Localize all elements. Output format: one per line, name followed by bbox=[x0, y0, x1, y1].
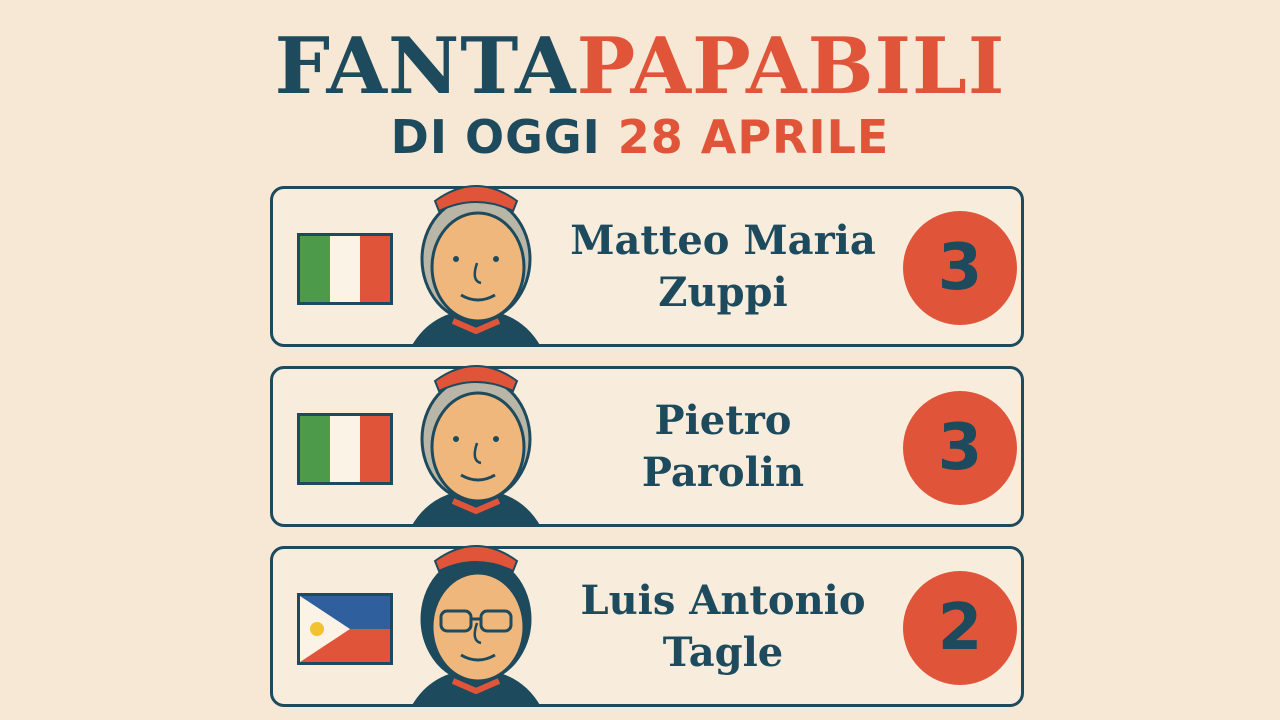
name-line-1: Pietro bbox=[654, 396, 792, 444]
subtitle-part-1: DI OGGI bbox=[390, 110, 601, 164]
name-line-2: Parolin bbox=[641, 448, 805, 496]
philippines-flag-icon bbox=[297, 593, 393, 665]
name-line-1: Matteo Maria bbox=[570, 216, 876, 264]
title-part-2: PAPABILI bbox=[576, 21, 1006, 112]
title-part-1: FANTA bbox=[274, 21, 577, 112]
candidate-name: Pietro Parolin bbox=[553, 369, 893, 524]
candidate-card: Luis Antonio Tagle 2 bbox=[270, 545, 1024, 707]
score-badge: 2 bbox=[903, 571, 1017, 685]
candidate-card: Matteo Maria Zuppi 3 bbox=[270, 185, 1024, 347]
italy-flag-icon bbox=[297, 233, 393, 305]
name-line-2: Tagle bbox=[662, 628, 784, 676]
italy-flag-icon bbox=[297, 413, 393, 485]
candidate-card: Pietro Parolin 3 bbox=[270, 365, 1024, 527]
score-badge: 3 bbox=[903, 211, 1017, 325]
name-line-2: Zuppi bbox=[658, 268, 788, 316]
candidate-name: Matteo Maria Zuppi bbox=[553, 189, 893, 344]
score-badge: 3 bbox=[903, 391, 1017, 505]
candidate-name: Luis Antonio Tagle bbox=[553, 549, 893, 704]
cardinal-portrait bbox=[411, 545, 541, 707]
page-title: FANTAPAPABILI bbox=[0, 22, 1280, 112]
cardinal-portrait bbox=[411, 365, 541, 527]
name-line-1: Luis Antonio bbox=[580, 576, 866, 624]
page-subtitle: DI OGGI 28 APRILE bbox=[0, 108, 1280, 166]
cardinal-portrait bbox=[411, 185, 541, 347]
subtitle-date: 28 APRILE bbox=[617, 110, 890, 164]
